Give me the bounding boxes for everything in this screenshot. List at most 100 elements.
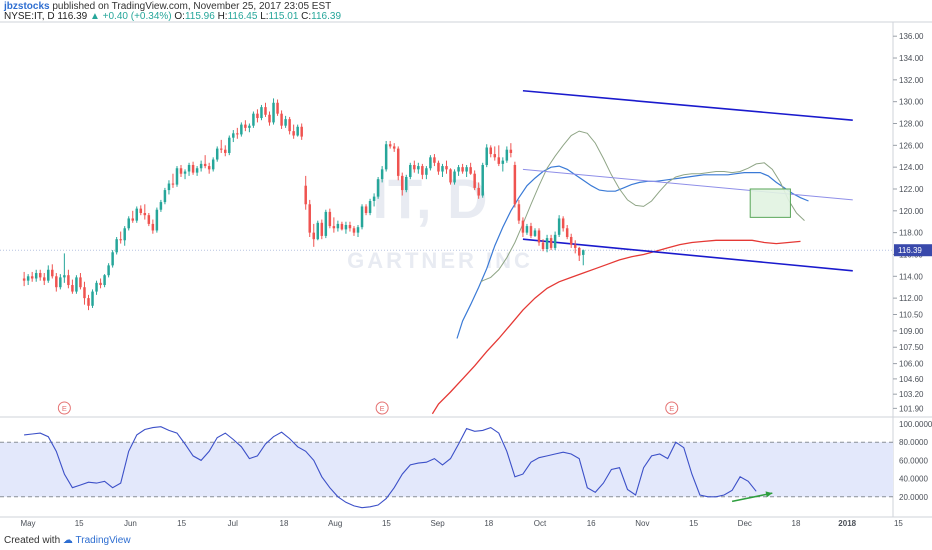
candle-body [368, 200, 372, 213]
current-price-tag [894, 244, 932, 257]
candle-body [284, 119, 287, 126]
tradingview-brand[interactable]: TradingView [75, 535, 131, 546]
candle-body [187, 164, 191, 172]
candle-body [300, 126, 303, 137]
price-tick-label: 114.00 [899, 272, 923, 281]
candle-body [376, 179, 380, 197]
candle-body [453, 171, 456, 183]
candle-body [401, 175, 404, 191]
candle-body [352, 228, 356, 233]
price-tick-label: 103.20 [899, 390, 924, 399]
time-tick-label: 18 [484, 519, 493, 528]
candle-body [232, 133, 235, 138]
candle-body [183, 171, 187, 174]
candle-body [99, 282, 102, 286]
candle-body [248, 125, 251, 128]
candle-body [441, 166, 444, 172]
price-tick-label: 101.90 [899, 404, 924, 413]
candle-body [83, 287, 86, 299]
stoch-tick-label: 20.0000 [899, 493, 928, 502]
ma-slow-line [431, 239, 801, 415]
ma-fast-line [480, 130, 805, 283]
close-label: C: [301, 11, 312, 22]
price-tick-label: 118.00 [899, 229, 923, 238]
candle-body [489, 147, 492, 155]
candle-body [191, 164, 195, 173]
moving-averages [431, 130, 809, 415]
candle-body [79, 277, 82, 288]
candle-body [517, 204, 521, 221]
candle-body [545, 238, 549, 250]
candle-body [260, 107, 263, 119]
time-tick-label: 18 [280, 519, 289, 528]
watermark-symbol: IT, D [372, 167, 487, 230]
candle-body [26, 276, 30, 281]
low-value: 115.01 [268, 11, 299, 22]
candle-body [449, 169, 452, 183]
candle-body [171, 183, 175, 185]
candle-body [469, 167, 472, 174]
stoch-line [24, 426, 757, 509]
candle-body [59, 277, 62, 288]
candle-body [372, 196, 376, 201]
candle-body [87, 298, 90, 306]
candle-body [573, 244, 577, 248]
candle-body [493, 154, 497, 158]
candle-body [75, 277, 78, 292]
candle-body [421, 166, 424, 175]
candle-body [553, 234, 557, 248]
price-tick-label: 107.50 [899, 343, 924, 352]
symbol-legend: NYSE:IT, D 116.39 ▲ +0.40 (+0.34%) O:115… [4, 11, 341, 22]
candle-body [312, 232, 316, 240]
low-label: L: [260, 11, 269, 22]
candle-body [425, 168, 428, 175]
candle-body [344, 225, 348, 230]
price-tick-label: 122.00 [899, 185, 924, 194]
candle-body [34, 273, 38, 279]
candle-body [525, 226, 529, 233]
ma-mid-line [456, 165, 809, 339]
candle-body [320, 222, 324, 236]
candle-body [304, 185, 307, 205]
candle-body [505, 149, 509, 161]
author-link[interactable]: jbzstocks [4, 1, 50, 12]
candle-body [252, 113, 255, 126]
candle-body [541, 242, 545, 250]
candle-body [405, 176, 408, 191]
candle-body [445, 166, 448, 170]
candle-body [115, 239, 118, 253]
divergence-arrow-line [731, 492, 773, 503]
candle-body [561, 218, 565, 229]
created-with-text: Created with [4, 535, 61, 546]
time-tick-label: Jul [228, 519, 238, 528]
candle-body [51, 269, 54, 277]
candle-body [384, 144, 388, 170]
stoch-tick-label: 100.0000 [899, 420, 932, 429]
time-tick-label: 15 [894, 519, 903, 528]
candle-body [276, 102, 279, 114]
symbol-label[interactable]: NYSE:IT, D [4, 11, 55, 22]
candle-body [147, 215, 151, 224]
candle-body [203, 163, 207, 167]
candle-body [91, 291, 94, 306]
earnings-marker-circle [665, 401, 679, 415]
earnings-marker-label: E [380, 404, 385, 413]
drawings[interactable] [522, 89, 853, 272]
candle-body [143, 212, 147, 216]
candle-body [219, 148, 223, 150]
candle-body [159, 202, 163, 210]
candle-body [340, 223, 344, 230]
candle-body [43, 277, 46, 281]
candle-body [240, 124, 243, 135]
candle-body [71, 285, 74, 292]
candle-body [123, 228, 126, 241]
earnings-marker-label: E [669, 404, 674, 413]
candle-body [63, 275, 66, 278]
candle-body [577, 247, 581, 256]
candle-body [521, 220, 525, 233]
time-tick-label: 16 [587, 519, 596, 528]
candle-body [280, 113, 283, 126]
